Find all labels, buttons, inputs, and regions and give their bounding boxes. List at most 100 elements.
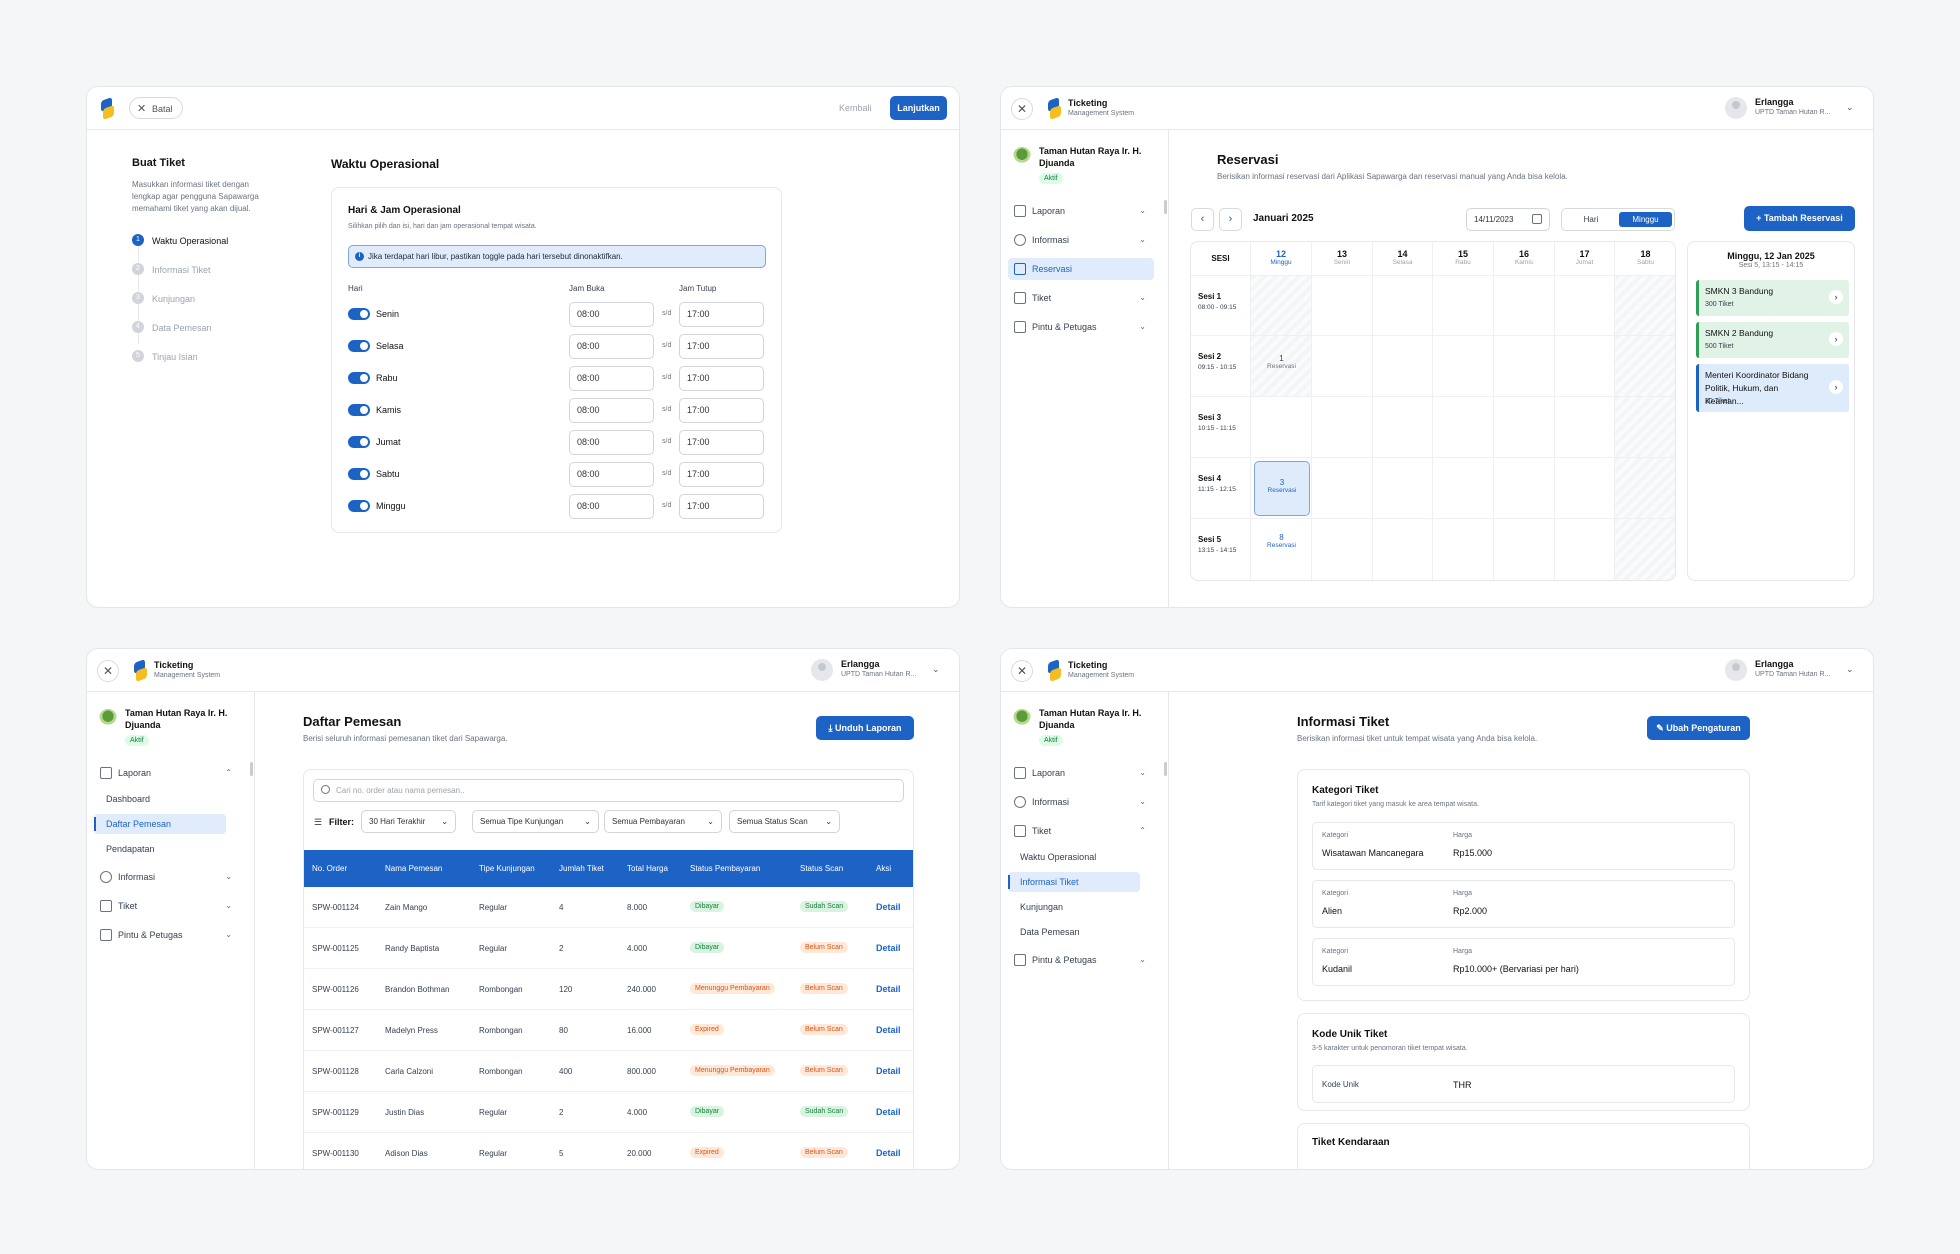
download-report-button[interactable]: ⤓ Unduh Laporan (816, 716, 914, 740)
filter-dropdown[interactable]: 30 Hari Terakhir ⌄ (361, 810, 456, 833)
calendar-cell[interactable] (1373, 397, 1433, 458)
filter-dropdown[interactable]: Semua Status Scan ⌄ (729, 810, 840, 833)
calendar-cell[interactable] (1615, 397, 1675, 458)
detail-link[interactable]: Detail (876, 902, 901, 912)
filter-dropdown[interactable]: Semua Pembayaran ⌄ (604, 810, 722, 833)
calendar-cell[interactable] (1251, 519, 1312, 580)
day-header[interactable]: 13 Senin (1312, 242, 1373, 276)
calendar-cell[interactable] (1494, 276, 1555, 336)
reservation-slot[interactable]: 3 Reservasi (1254, 461, 1310, 516)
sidebar-subitem-daftar-pemesan[interactable]: Daftar Pemesan (94, 814, 226, 834)
close-time-input[interactable]: 17:00 (679, 334, 764, 359)
calendar-cell[interactable] (1251, 458, 1312, 519)
calendar-cell[interactable] (1555, 336, 1615, 397)
reservation-item[interactable]: Menteri Koordinator Bidang Politik, Huku… (1696, 364, 1849, 412)
search-input[interactable]: Cari no. order atau nama pemesan.. (313, 779, 904, 802)
detail-link[interactable]: Detail (876, 1107, 901, 1117)
step-tinjau-isian[interactable]: Tinjau Isian (152, 352, 198, 362)
day-toggle[interactable] (348, 436, 370, 448)
calendar-cell[interactable] (1433, 519, 1494, 580)
calendar-cell[interactable] (1373, 519, 1433, 580)
sidebar-item-tiket[interactable]: Tiket ⌄ (1008, 287, 1154, 309)
close-time-input[interactable]: 17:00 (679, 302, 764, 327)
add-reservation-button[interactable]: + Tambah Reservasi (1744, 206, 1855, 231)
view-week-button[interactable]: Minggu (1619, 212, 1672, 227)
day-toggle[interactable] (348, 340, 370, 352)
calendar-cell[interactable] (1615, 519, 1675, 580)
sidebar-item-tiket[interactable]: Tiket ⌄ (94, 895, 240, 917)
calendar-cell[interactable] (1373, 458, 1433, 519)
detail-link[interactable]: Detail (876, 943, 901, 953)
close-time-input[interactable]: 17:00 (679, 430, 764, 455)
view-day-button[interactable]: Hari (1583, 215, 1599, 224)
day-toggle[interactable] (348, 308, 370, 320)
calendar-cell[interactable] (1494, 336, 1555, 397)
filter-dropdown[interactable]: Semua Tipe Kunjungan ⌄ (472, 810, 599, 833)
calendar-cell[interactable] (1312, 458, 1373, 519)
day-header[interactable]: 15 Rabu (1433, 242, 1494, 276)
open-time-input[interactable]: 08:00 (569, 302, 654, 327)
detail-link[interactable]: Detail (876, 1025, 901, 1035)
day-header[interactable]: 16 Kamis (1494, 242, 1555, 276)
sidebar-scrollbar[interactable] (1164, 200, 1167, 214)
chevron-right-icon[interactable]: › (1829, 290, 1843, 304)
calendar-cell[interactable] (1373, 336, 1433, 397)
open-time-input[interactable]: 08:00 (569, 430, 654, 455)
sidebar-item-informasi[interactable]: Informasi ⌄ (1008, 791, 1154, 813)
day-header[interactable]: 17 Jumat (1555, 242, 1615, 276)
calendar-cell[interactable] (1433, 458, 1494, 519)
calendar-cell[interactable] (1555, 519, 1615, 580)
sidebar-item-informasi[interactable]: Informasi ⌄ (94, 866, 240, 888)
chevron-right-icon[interactable]: › (1829, 380, 1843, 394)
sidebar-subitem-kunjungan[interactable]: Kunjungan (1020, 902, 1064, 912)
close-button[interactable]: ✕ (97, 660, 119, 682)
open-time-input[interactable]: 08:00 (569, 334, 654, 359)
sidebar-scrollbar[interactable] (250, 762, 253, 776)
sidebar-item-tiket[interactable]: Tiket ⌃ (1008, 820, 1154, 842)
day-toggle[interactable] (348, 468, 370, 480)
day-toggle[interactable] (348, 404, 370, 416)
close-time-input[interactable]: 17:00 (679, 494, 764, 519)
open-time-input[interactable]: 08:00 (569, 398, 654, 423)
back-button[interactable]: Kembali (839, 103, 872, 113)
calendar-cell[interactable] (1433, 336, 1494, 397)
sidebar-subitem-pendapatan[interactable]: Pendapatan (106, 844, 155, 854)
calendar-cell[interactable] (1312, 276, 1373, 336)
reservation-slot[interactable]: 1 Reservasi (1251, 354, 1312, 370)
calendar-cell[interactable] (1433, 276, 1494, 336)
next-button[interactable]: Lanjutkan (890, 96, 947, 120)
open-time-input[interactable]: 08:00 (569, 494, 654, 519)
calendar-cell[interactable] (1615, 276, 1675, 336)
close-time-input[interactable]: 17:00 (679, 366, 764, 391)
reservation-item[interactable]: SMKN 3 Bandung 300 Tiket › (1696, 280, 1849, 316)
avatar[interactable] (811, 659, 833, 681)
date-input[interactable]: 14/11/2023 (1466, 208, 1550, 231)
step-informasi-tiket[interactable]: Informasi Tiket (152, 265, 211, 275)
day-header[interactable]: 18 Sabtu (1615, 242, 1675, 276)
calendar-cell[interactable] (1555, 397, 1615, 458)
sidebar-scrollbar[interactable] (1164, 762, 1167, 776)
avatar[interactable] (1725, 659, 1747, 681)
chevron-down-icon[interactable]: ⌄ (932, 664, 940, 674)
step-data-pemesan[interactable]: Data Pemesan (152, 323, 212, 333)
sidebar-subitem-waktu-operasional[interactable]: Waktu Operasional (1020, 852, 1097, 862)
reservation-item[interactable]: SMKN 2 Bandung 500 Tiket › (1696, 322, 1849, 358)
sidebar-subitem-data-pemesan[interactable]: Data Pemesan (1020, 927, 1080, 937)
calendar-cell[interactable] (1312, 397, 1373, 458)
next-month-button[interactable]: › (1219, 208, 1242, 231)
step-kunjungan[interactable]: Kunjungan (152, 294, 196, 304)
chevron-down-icon[interactable]: ⌄ (1846, 102, 1854, 112)
edit-settings-button[interactable]: ✎ Ubah Pengaturan (1647, 716, 1750, 740)
avatar[interactable] (1725, 97, 1747, 119)
sidebar-item-pintu-petugas[interactable]: Pintu & Petugas ⌄ (1008, 316, 1154, 338)
day-header[interactable]: 12 Minggu (1251, 242, 1312, 276)
close-button[interactable]: ✕ (1011, 98, 1033, 120)
reservation-slot[interactable]: 8 Reservasi (1251, 533, 1312, 549)
cancel-button[interactable]: ✕ Batal (129, 97, 183, 119)
calendar-cell[interactable] (1251, 336, 1312, 397)
close-time-input[interactable]: 17:00 (679, 462, 764, 487)
calendar-cell[interactable] (1555, 276, 1615, 336)
calendar-cell[interactable] (1615, 336, 1675, 397)
open-time-input[interactable]: 08:00 (569, 462, 654, 487)
sidebar-item-pintu-petugas[interactable]: Pintu & Petugas ⌄ (94, 924, 240, 946)
